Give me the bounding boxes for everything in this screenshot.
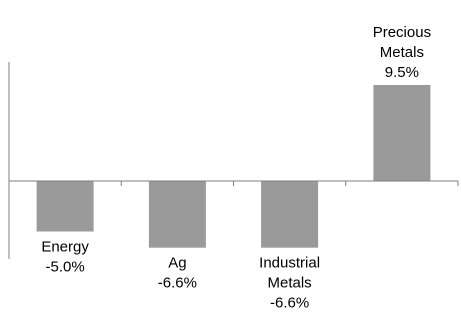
labels-group: Energy -5.0% Ag -6.6% Industrial Metals -6.6% P… [41,24,431,312]
value-label: -5.0% [46,259,85,276]
bars-group [36,85,431,248]
category-label: Precious [373,24,431,41]
value-label: -6.6% [158,275,197,292]
category-label: Ag [168,255,186,272]
category-label: Industrial [259,255,320,272]
category-label: Metals [380,44,424,61]
data-label-ag: Ag -6.6% [158,255,197,292]
category-label: Metals [268,275,312,292]
bar-precious-metals [373,85,431,181]
value-label: 9.5% [385,64,419,81]
bar-industrial-metals [261,181,319,248]
x-axis-ticks [120,181,459,186]
axes-group [8,62,459,259]
bar-energy [36,181,94,232]
value-label: -6.6% [270,295,309,312]
data-label-industrial-metals: Industrial Metals -6.6% [259,255,320,312]
bar-ag [148,181,206,248]
data-label-precious-metals: Precious Metals 9.5% [373,24,431,81]
data-label-energy: Energy -5.0% [41,239,89,276]
category-label: Energy [41,239,89,256]
